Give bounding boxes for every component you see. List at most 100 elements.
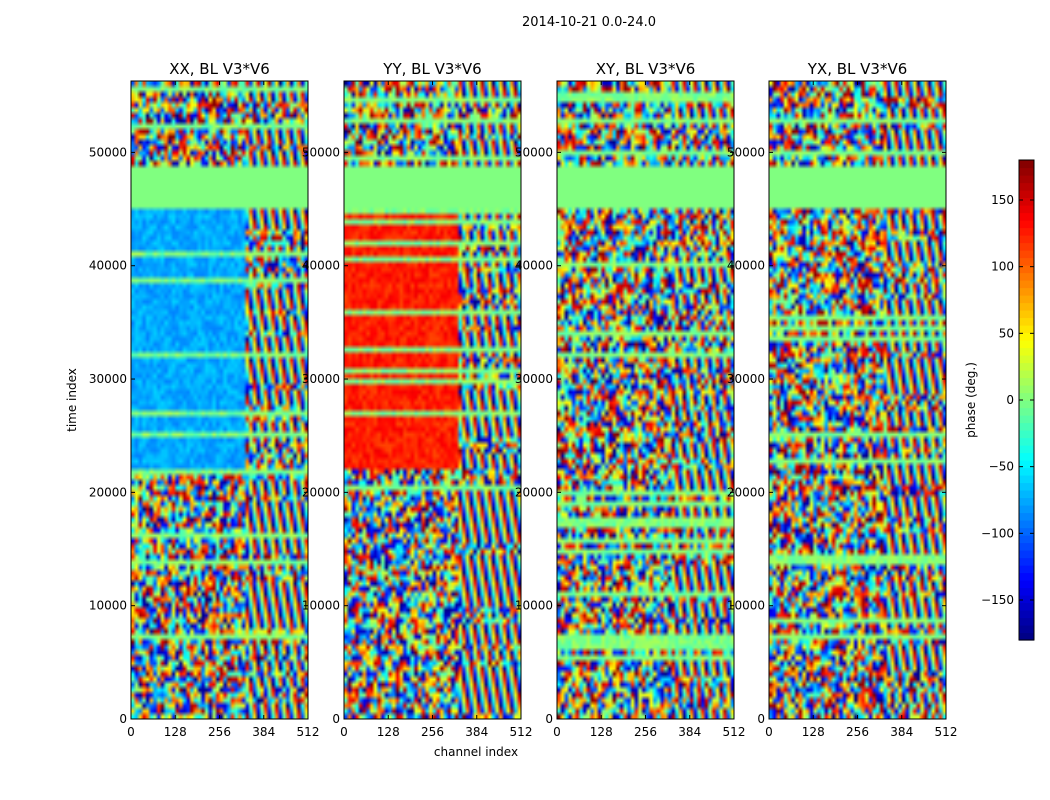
colorbar-band xyxy=(1019,460,1034,469)
colorbar-band xyxy=(1019,452,1034,461)
panel-0-ytick-label: 40000 xyxy=(89,259,127,273)
panel-3-ytick-label: 40000 xyxy=(727,259,765,273)
panel-0-ytick-label: 0 xyxy=(119,712,127,726)
panel-0-ytick-label: 50000 xyxy=(89,145,127,159)
figure-suptitle: 2014-10-21 0.0-24.0 xyxy=(522,15,656,30)
panel-1-ytick-label: 10000 xyxy=(302,599,340,613)
colorbar-tick-label: 50 xyxy=(999,326,1014,340)
panel-3-xtick-label: 384 xyxy=(890,725,913,739)
panel-0-heatmap xyxy=(131,81,308,719)
colorbar-band xyxy=(1019,557,1034,566)
colorbar-band xyxy=(1019,602,1034,611)
colorbar-band xyxy=(1019,400,1034,409)
panel-3-xtick-label: 256 xyxy=(846,725,869,739)
colorbar-band xyxy=(1019,467,1034,476)
panel-3-ytick-label: 0 xyxy=(757,712,765,726)
colorbar-band xyxy=(1019,287,1034,296)
colorbar-band xyxy=(1019,340,1034,349)
colorbar-band xyxy=(1019,280,1034,289)
colorbar-band xyxy=(1019,422,1034,431)
colorbar-band xyxy=(1019,257,1034,266)
colorbar-band xyxy=(1019,167,1034,176)
panel-1-ytick-label: 50000 xyxy=(302,145,340,159)
panel-3-ytick-label: 50000 xyxy=(727,145,765,159)
colorbar-band xyxy=(1019,265,1034,274)
panel-3-title: YX, BL V3*V6 xyxy=(807,60,908,78)
panel-3-ytick-label: 10000 xyxy=(727,599,765,613)
colorbar-tick-label: −150 xyxy=(981,593,1014,607)
panel-1-xtick-label: 0 xyxy=(340,725,348,739)
colorbar-tick-label: 150 xyxy=(991,193,1014,207)
panels: XX, BL V3*V6 0 128 256 384 512 0 10000 20000 3000… xyxy=(89,60,958,739)
panel-0-xtick-label: 384 xyxy=(252,725,275,739)
colorbar-band xyxy=(1019,160,1034,169)
panel-3-ytick-label: 20000 xyxy=(727,485,765,499)
colorbar-band xyxy=(1019,542,1034,551)
panel-1-ytick-label: 30000 xyxy=(302,372,340,386)
panel-1-xtick-label: 128 xyxy=(377,725,400,739)
panel-2-title: XY, BL V3*V6 xyxy=(596,60,696,78)
colorbar-band xyxy=(1019,355,1034,364)
colorbar-tick-label: −100 xyxy=(981,526,1014,540)
colorbar-band xyxy=(1019,362,1034,371)
panel-0-xtick-label: 128 xyxy=(164,725,187,739)
panel-1-ytick-label: 0 xyxy=(332,712,340,726)
colorbar-band xyxy=(1019,550,1034,559)
panel-2-ytick-label: 40000 xyxy=(515,259,553,273)
panel-1: YY, BL V3*V6 0 128 256 384 512 0 10000 20000 3000… xyxy=(302,60,533,739)
panel-2-ytick-label: 10000 xyxy=(515,599,553,613)
colorbar-band xyxy=(1019,205,1034,214)
colorbar-band xyxy=(1019,302,1034,311)
colorbar-band xyxy=(1019,625,1034,634)
colorbar-band xyxy=(1019,332,1034,341)
y-axis-label: time index xyxy=(65,368,79,432)
panel-3-xtick-label: 128 xyxy=(802,725,825,739)
colorbar-band xyxy=(1019,565,1034,574)
colorbar-band xyxy=(1019,227,1034,236)
panel-3: YX, BL V3*V6 0 128 256 384 512 0 10000 20000 3000… xyxy=(727,60,958,739)
panel-0-ytick-label: 20000 xyxy=(89,485,127,499)
panel-2-ytick-label: 0 xyxy=(545,712,553,726)
colorbar-band xyxy=(1019,482,1034,491)
colorbar-band xyxy=(1019,437,1034,446)
panel-1-xtick-label: 384 xyxy=(465,725,488,739)
colorbar-band xyxy=(1019,430,1034,439)
panel-3-ytick-label: 30000 xyxy=(727,372,765,386)
panel-2-ytick-label: 30000 xyxy=(515,372,553,386)
colorbar-band xyxy=(1019,617,1034,626)
colorbar-band xyxy=(1019,580,1034,589)
panel-3-xtick-label: 512 xyxy=(935,725,958,739)
colorbar-band xyxy=(1019,392,1034,401)
panel-0-ytick-label: 10000 xyxy=(89,599,127,613)
colorbar-label: phase (deg.) xyxy=(964,362,978,438)
panel-1-heatmap xyxy=(344,81,521,719)
colorbar-band xyxy=(1019,242,1034,251)
panel-2-heatmap xyxy=(557,81,734,719)
panel-3-xtick-label: 0 xyxy=(765,725,773,739)
colorbar-band xyxy=(1019,190,1034,199)
colorbar-band xyxy=(1019,527,1034,536)
colorbar-band xyxy=(1019,272,1034,281)
panel-1-title: YY, BL V3*V6 xyxy=(382,60,481,78)
panel-2-ytick-label: 50000 xyxy=(515,145,553,159)
colorbar-band xyxy=(1019,175,1034,184)
panel-2-xtick-label: 256 xyxy=(634,725,657,739)
colorbar-band xyxy=(1019,317,1034,326)
colorbar-band xyxy=(1019,610,1034,619)
panel-1-ytick-label: 20000 xyxy=(302,485,340,499)
colorbar-band xyxy=(1019,572,1034,581)
x-axis-label: channel index xyxy=(434,745,518,759)
colorbar-band xyxy=(1019,587,1034,596)
colorbar-band xyxy=(1019,490,1034,499)
colorbar-band xyxy=(1019,377,1034,386)
colorbar-band xyxy=(1019,250,1034,259)
panel-3-heatmap xyxy=(769,81,946,719)
colorbar-band xyxy=(1019,212,1034,221)
colorbar-tick-label: 100 xyxy=(991,260,1014,274)
panel-1-ytick-label: 40000 xyxy=(302,259,340,273)
colorbar-band xyxy=(1019,505,1034,514)
panel-2-xtick-label: 512 xyxy=(723,725,746,739)
colorbar-band xyxy=(1019,520,1034,529)
colorbar-band xyxy=(1019,235,1034,244)
